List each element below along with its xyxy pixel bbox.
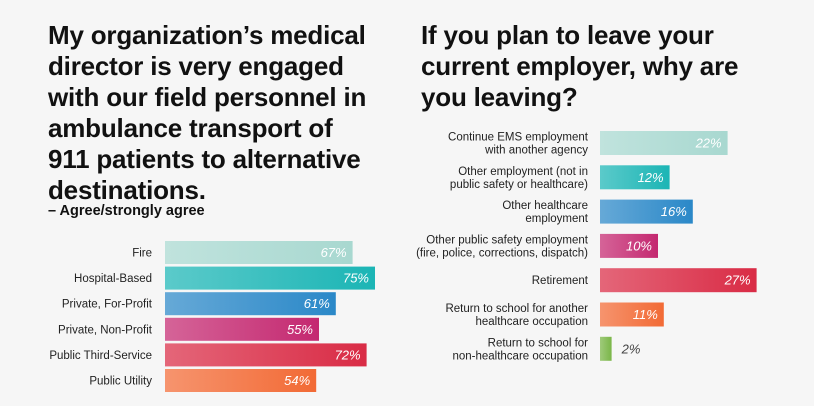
right-category-label: Other public safety employment (fire, pol… xyxy=(416,234,589,259)
left-chart-subtitle: – Agree/strongly agree xyxy=(48,203,205,219)
left-value-label: 54% xyxy=(284,373,310,388)
left-category-label: Fire xyxy=(132,248,152,260)
left-category-label: Private, Non-Profit xyxy=(58,324,153,336)
right-bar xyxy=(600,233,658,258)
left-chart-title: My organization’s medical director is ve… xyxy=(48,20,367,205)
right-value-label: 12% xyxy=(638,170,664,185)
right-bar xyxy=(600,268,757,293)
right-value-label: 27% xyxy=(724,273,751,288)
right-bar xyxy=(600,199,693,224)
right-category-label: Retirement xyxy=(532,275,589,287)
right-category-label: Continue EMS employment with another agen… xyxy=(448,132,589,157)
left-bar xyxy=(165,317,319,341)
right-category-label: Return to school for another healthcare o… xyxy=(445,303,588,328)
left-value-label: 67% xyxy=(321,245,347,260)
left-category-label: Hospital-Based xyxy=(74,273,152,285)
right-value-label: 2% xyxy=(621,341,641,356)
right-bar xyxy=(600,336,612,361)
left-category-label: Public Third-Service xyxy=(49,350,152,362)
left-bars: 67% Fire 75% Hospital-Based 61% Private, For-… xyxy=(49,241,375,392)
right-value-label: 22% xyxy=(695,136,722,151)
left-bar xyxy=(165,343,367,367)
right-category-label: Return to school for non-healthcare occup… xyxy=(452,337,588,362)
left-value-label: 75% xyxy=(343,271,369,286)
left-bar xyxy=(165,292,336,316)
left-value-label: 72% xyxy=(335,347,361,362)
right-category-label: Other healthcare employment xyxy=(502,200,588,225)
right-value-label: 10% xyxy=(626,238,652,253)
right-chart-title: If you plan to leave your current employ… xyxy=(421,20,739,112)
left-category-label: Private, For-Profit xyxy=(62,299,153,311)
left-bar xyxy=(165,369,317,392)
left-category-label: Public Utility xyxy=(89,376,152,388)
right-bar xyxy=(600,165,670,190)
right-category-label: Other employment (not in public safety or… xyxy=(450,166,588,191)
left-value-label: 55% xyxy=(287,322,313,337)
left-value-label: 61% xyxy=(304,296,330,311)
left-bar xyxy=(165,241,353,264)
right-bars: 22% Continue EMS employment with another a… xyxy=(416,131,757,362)
left-bar xyxy=(165,266,375,290)
right-value-label: 11% xyxy=(633,307,658,322)
right-bar xyxy=(600,131,728,155)
right-value-label: 16% xyxy=(661,204,687,219)
right-bar xyxy=(600,302,664,327)
